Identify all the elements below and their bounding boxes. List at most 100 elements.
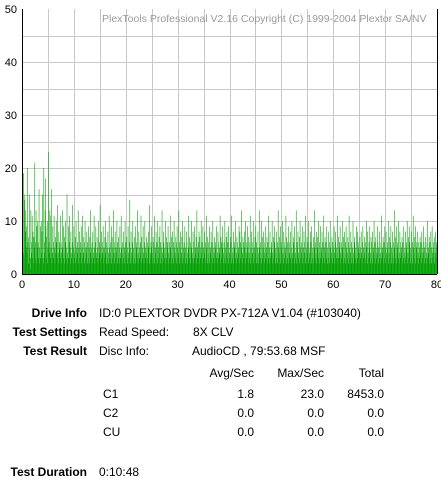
c1-bar [67,252,69,274]
c1-bar [212,247,214,274]
c1-bar [194,226,195,274]
c1-bar [255,263,257,274]
c1-bar [326,263,328,274]
c1-bar [162,263,164,274]
c1-bar [28,236,30,274]
c1-bar [166,242,168,274]
c1-bar [38,242,39,274]
c1-bar [265,247,267,274]
c1-bar [112,258,113,274]
c1-bar [425,236,426,274]
c1-bar [173,221,175,274]
c1-bar [398,252,400,274]
c1-bar [213,258,214,274]
c1-bar [92,231,94,274]
c1-bar [88,226,89,274]
c1-bar [431,263,432,274]
c1-bar [361,263,363,274]
c1-bar [298,252,300,274]
c1-bar [286,236,288,274]
c1-bar [325,242,327,274]
c1-bar [320,226,321,274]
c1-bar [276,231,277,274]
c1-bar [304,263,306,274]
c1-bar [72,205,73,274]
c1-bar [29,194,30,274]
c1-bar [171,252,173,274]
c1-bar [308,247,310,274]
read-speed-label: Read Speed: [99,325,170,339]
c1-bar [263,231,264,274]
c1-bar [230,236,231,274]
c1-bar [325,252,326,274]
c1-bar [206,247,208,274]
c1-bar [92,263,93,274]
c1-bar [113,252,115,274]
c1-bar [233,263,235,274]
c1-bar [136,258,138,274]
c1-bar [42,258,44,274]
c1-bar [193,242,194,274]
c1-bar [278,258,280,274]
c1-bar [54,247,55,274]
c1-bar [24,199,25,274]
c1-bar [60,252,62,274]
c1-bar [298,258,299,274]
c1-bar [218,247,220,274]
chart-axes [22,9,438,275]
c1-bar [181,252,182,274]
c1-bar [191,258,193,274]
c1-bar [35,210,37,274]
c1-bar [68,258,70,274]
c1-bar [145,252,147,274]
c1-bar [89,252,91,274]
c1-bar [134,252,136,274]
c1-bar [39,263,40,274]
c1-bar [161,258,162,274]
c1-bar [243,242,245,274]
c1-bar [227,263,229,274]
c1-bar [390,263,392,274]
c1-bar [310,263,312,274]
c1-bar [409,242,410,274]
c1-bar [166,258,168,274]
c1-bar [123,247,125,274]
c1-bar [303,258,304,274]
c1-bar [430,231,432,274]
c1-bar [362,242,363,274]
c1-bar [232,252,234,274]
c1-bar [326,258,327,274]
c1-bar [128,258,130,274]
c1-bar [419,236,421,274]
c1-bar [167,226,169,274]
c1-bar [154,215,155,274]
c1-bar [30,268,31,274]
c1-bar [26,226,27,274]
c1-bar [162,252,163,274]
c1-bar [354,258,356,274]
c1-bar [199,236,201,274]
c1-bar [200,247,201,274]
c1-bar [164,247,165,274]
c1-bar [302,247,304,274]
c1-bar [117,263,118,274]
c1-bar [157,221,159,274]
c1-bar [390,226,392,274]
c1-bar [81,263,82,274]
c1-bar [321,231,323,274]
c1-bar [27,242,29,274]
c1-bar [130,247,131,274]
c1-bar [327,252,329,274]
c1-bar [90,258,92,274]
c1-bar [376,252,378,274]
c1-bar [236,263,237,274]
c1-bar [190,263,192,274]
c1-bar [340,263,341,274]
c1-bar [334,263,336,274]
c1-bar [34,242,36,274]
c1-bar [132,221,134,274]
c1-bar [92,252,94,274]
c1-bar [280,263,282,274]
c1-bar [290,247,292,274]
c1-bar [435,258,437,274]
